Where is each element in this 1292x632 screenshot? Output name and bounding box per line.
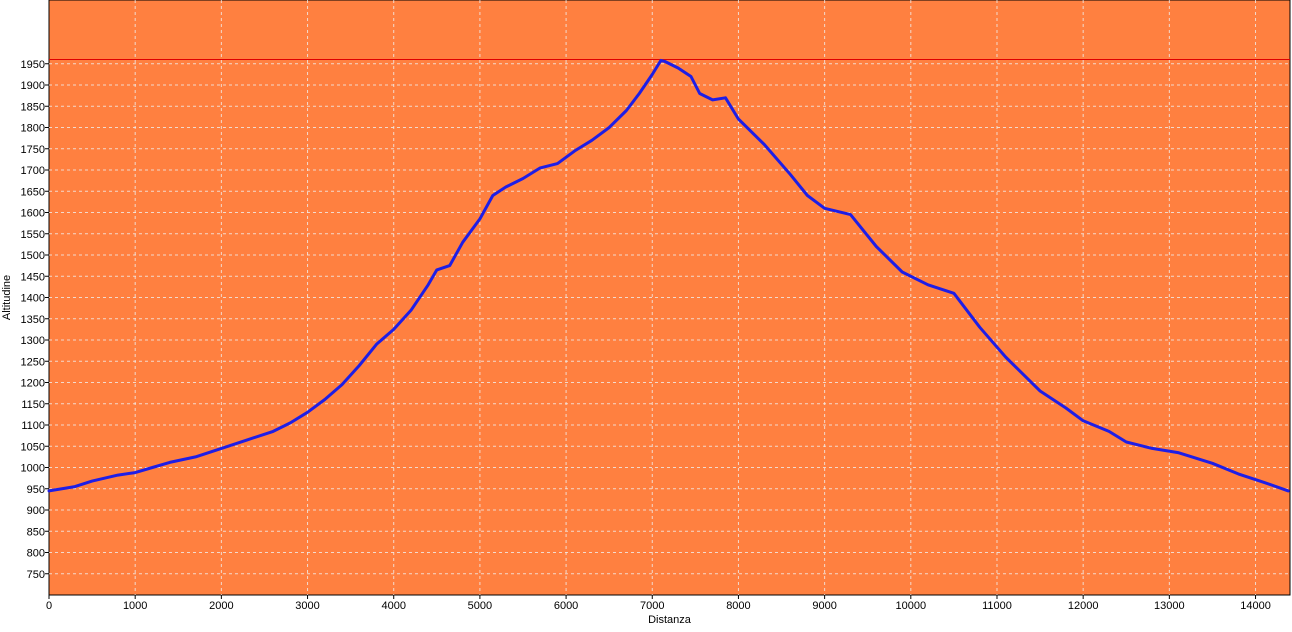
y-tick-label: 1050 [21, 441, 45, 453]
y-tick-label: 1800 [21, 123, 45, 135]
x-tick-label: 8000 [726, 600, 750, 612]
series-layer [47, 58, 1290, 493]
x-tick-label: 5000 [468, 600, 492, 612]
y-tick-label: 1500 [21, 250, 45, 262]
y-tick-label: 1450 [21, 271, 45, 283]
y-tick-label: 900 [27, 505, 45, 517]
x-tick-label: 11000 [982, 600, 1012, 612]
y-axis-title: Altitudine [1, 275, 13, 320]
y-tick-label: 1950 [21, 59, 45, 71]
x-tick-label: 2000 [209, 600, 233, 612]
x-tick-label: 12000 [1068, 600, 1099, 612]
y-tick-label: 1400 [21, 293, 45, 305]
x-tick-label: 9000 [812, 600, 836, 612]
x-tick-label: 1000 [123, 600, 147, 612]
y-tick-label: 1350 [21, 314, 45, 326]
y-tick-label: 1100 [21, 420, 45, 432]
y-tick-label: 800 [27, 548, 45, 560]
y-tick-label: 850 [27, 526, 45, 538]
axes: 0 1000 2000 3000 4000 5000 6000 7000 8000 9000 100… [21, 59, 1271, 612]
x-axis-title: Distanza [648, 614, 692, 626]
y-tick-label: 1550 [21, 229, 45, 241]
x-tick-label: 6000 [554, 600, 578, 612]
x-tick-label: 3000 [295, 600, 319, 612]
y-tick-label: 950 [27, 484, 45, 496]
y-tick-label: 1600 [21, 208, 45, 220]
y-tick-label: 1650 [21, 186, 45, 198]
altitude-series-line [47, 58, 1290, 493]
y-tick-label: 1850 [21, 101, 45, 113]
y-tick-label: 1250 [21, 356, 45, 368]
x-tick-label: 4000 [381, 600, 405, 612]
x-tick-label: 14000 [1240, 600, 1271, 612]
y-tick-label: 1750 [21, 144, 45, 156]
x-tick-label: 13000 [1154, 600, 1185, 612]
y-tick-label: 1300 [21, 335, 45, 347]
x-tick-label: 10000 [896, 600, 927, 612]
y-tick-label: 1700 [21, 165, 45, 177]
y-tick-label: 1900 [21, 80, 45, 92]
y-tick-label: 1150 [21, 399, 45, 411]
y-tick-label: 1200 [21, 378, 45, 390]
x-tick-label: 7000 [640, 600, 664, 612]
x-tick-label: 0 [46, 600, 52, 612]
grid-lines [49, 0, 1290, 595]
y-tick-label: 750 [27, 569, 45, 581]
y-tick-label: 1000 [21, 463, 45, 475]
